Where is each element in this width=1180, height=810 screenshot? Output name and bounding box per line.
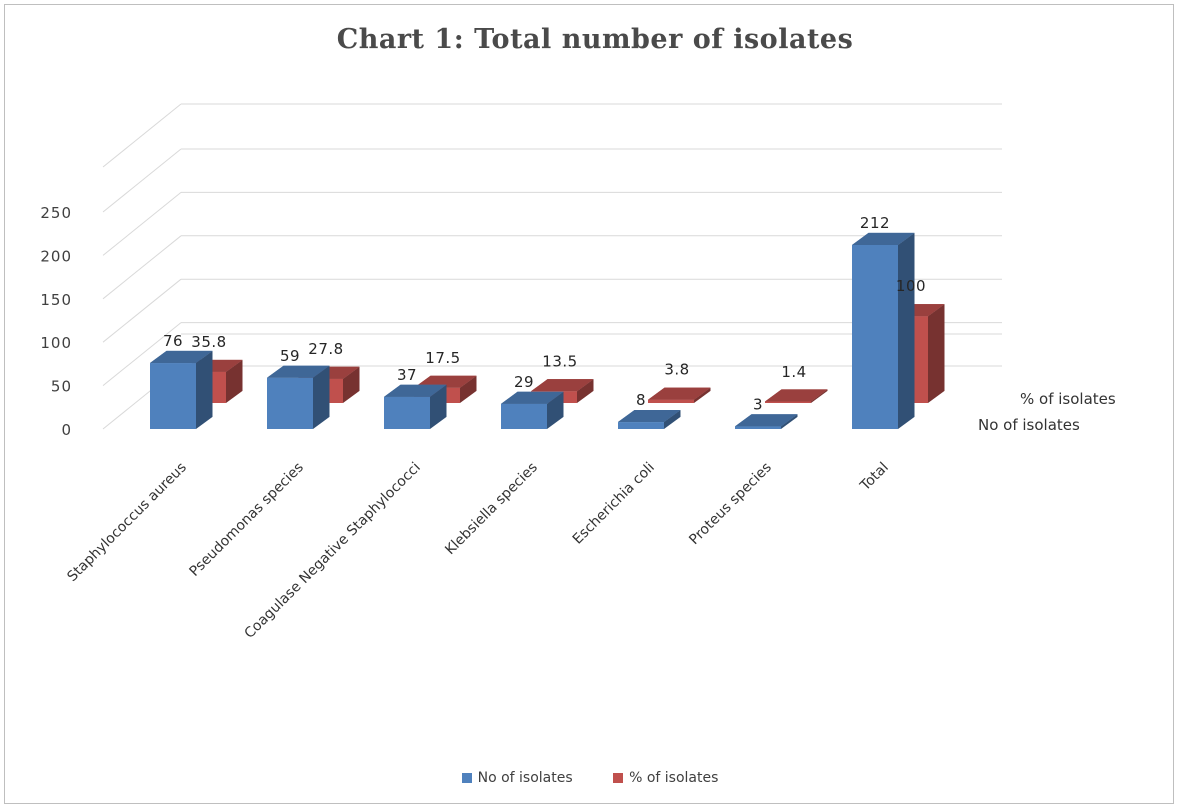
bar-of-isolates-klebsiella-species-cap xyxy=(531,379,594,392)
bar-no-of-isolates-staphylococcus-aureus xyxy=(150,363,196,429)
bar-no-of-isolates-coagulase-negative-staphylococci xyxy=(384,396,430,429)
bar-no-of-isolates-staphylococcus-aureus-cap xyxy=(150,350,213,364)
bar-no-of-isolates-staphylococcus-aureus-side xyxy=(196,350,213,429)
category-label: Proteus species xyxy=(686,460,775,549)
data-label: 3 xyxy=(753,395,763,413)
y-tick-label: 0 xyxy=(61,421,72,439)
data-label: 59 xyxy=(280,347,300,365)
bar-no-of-isolates-escherichia-coli-side xyxy=(664,409,681,429)
bar-no-of-isolates-total-cap xyxy=(852,232,915,245)
bar-of-isolates-klebsiella-species-side xyxy=(577,379,594,403)
chart-legend: No of isolates % of isolates xyxy=(0,770,1180,786)
bar-of-isolates-proteus-species-cap xyxy=(765,389,828,402)
y-tick-label: 200 xyxy=(40,247,72,265)
bar-of-isolates-proteus-species xyxy=(765,401,811,403)
y-tick-label: 50 xyxy=(51,378,72,396)
legend-swatch-no-of-isolates xyxy=(461,773,472,783)
category-label: Staphylococcus aureus xyxy=(64,460,189,585)
gridline-side xyxy=(102,235,182,300)
bar-no-of-isolates-pseudomonas-species xyxy=(267,377,313,429)
data-label: 37 xyxy=(397,366,417,384)
category-label: Pseudomonas species xyxy=(187,460,307,580)
bar-no-of-isolates-escherichia-coli-cap xyxy=(618,409,681,423)
data-label: 17.5 xyxy=(425,349,460,367)
bar-of-isolates-pseudomonas-species-side xyxy=(343,366,360,403)
series-depth-label: No of isolates xyxy=(978,416,1080,434)
category-label: Escherichia coli xyxy=(570,460,658,548)
bar-no-of-isolates-coagulase-negative-staphylococci-cap xyxy=(384,384,447,397)
bar-of-isolates-staphylococcus-aureus-side xyxy=(226,359,243,403)
legend-label-pct-of-isolates: % of isolates xyxy=(629,770,719,786)
bar-of-isolates-coagulase-negative-staphylococci-side xyxy=(460,375,477,403)
data-label: 8 xyxy=(636,391,646,409)
gridline-side xyxy=(102,103,182,168)
category-label: Klebsiella species xyxy=(442,460,541,559)
series-depth-label: % of isolates xyxy=(1020,390,1116,408)
bar-no-of-isolates-pseudomonas-species-cap xyxy=(267,365,330,378)
data-label: 13.5 xyxy=(542,352,577,370)
data-label: 29 xyxy=(514,373,534,391)
category-label: Total xyxy=(857,460,892,495)
bar-of-isolates-proteus-species-side xyxy=(811,389,828,403)
bar-no-of-isolates-klebsiella-species xyxy=(501,403,547,429)
gridline-side xyxy=(102,192,182,256)
legend-item-no-of-isolates: No of isolates xyxy=(461,770,573,786)
bar-no-of-isolates-total xyxy=(852,244,898,429)
bar-no-of-isolates-proteus-species-side xyxy=(781,414,798,429)
gridline-side xyxy=(102,278,182,343)
data-label: 76 xyxy=(163,332,183,350)
bar-of-isolates-escherichia-coli xyxy=(648,399,694,403)
bar-of-isolates-total-side xyxy=(928,304,945,403)
gridline-side xyxy=(102,322,182,386)
bar-no-of-isolates-coagulase-negative-staphylococci-side xyxy=(430,384,447,429)
data-label: 35.8 xyxy=(191,333,226,351)
bar-of-isolates-escherichia-coli-side xyxy=(694,387,711,403)
y-tick-label: 100 xyxy=(40,334,72,352)
data-label: 27.8 xyxy=(308,340,343,358)
bar-of-isolates-escherichia-coli-cap xyxy=(648,387,711,400)
y-tick-label: 150 xyxy=(40,291,72,309)
bar-no-of-isolates-pseudomonas-species-side xyxy=(313,365,330,429)
data-label: 3.8 xyxy=(664,361,689,379)
bar-no-of-isolates-escherichia-coli xyxy=(618,422,664,429)
bar-no-of-isolates-proteus-species-cap xyxy=(735,414,798,427)
data-label: 1.4 xyxy=(781,363,806,381)
bar-no-of-isolates-klebsiella-species-cap xyxy=(501,391,564,404)
bar-no-of-isolates-proteus-species xyxy=(735,426,781,429)
data-label: 100 xyxy=(896,277,926,295)
gridline-side xyxy=(102,148,182,213)
y-tick-label: 250 xyxy=(40,204,72,222)
chart-title: Chart 1: Total number of isolates xyxy=(336,24,854,55)
bar-no-of-isolates-total-side xyxy=(898,232,915,429)
legend-label-no-of-isolates: No of isolates xyxy=(477,770,573,786)
data-label: 212 xyxy=(860,214,890,232)
legend-swatch-pct-of-isolates xyxy=(613,773,624,783)
bar-no-of-isolates-klebsiella-species-side xyxy=(547,391,564,429)
legend-item-pct-of-isolates: % of isolates xyxy=(613,770,718,786)
